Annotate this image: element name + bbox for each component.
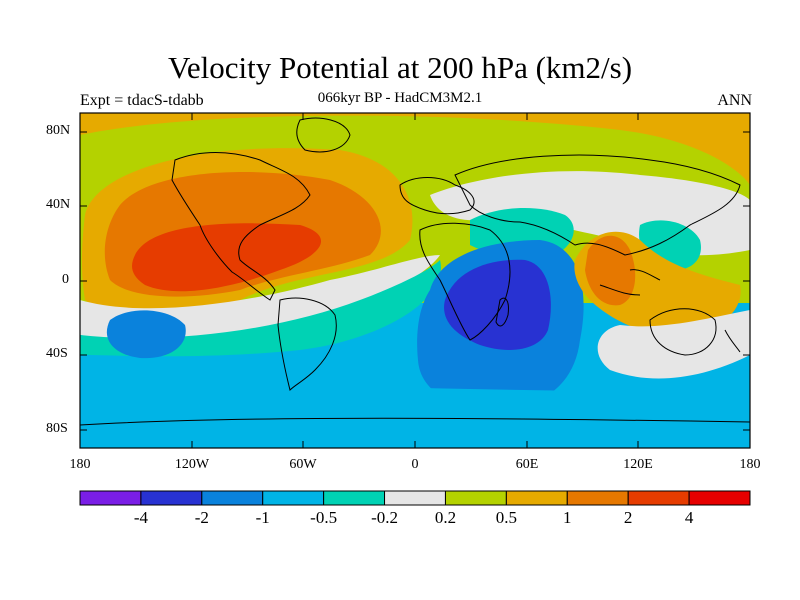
- lat-tick-label: 40N: [46, 197, 71, 212]
- colorbar-label: -2: [194, 508, 209, 527]
- map-title: Velocity Potential at 200 hPa (km2/s): [167, 50, 633, 85]
- colorbar-label: 4: [684, 508, 694, 527]
- velocity-potential-field: [80, 113, 750, 448]
- colorbar-label: 1: [563, 508, 572, 527]
- colorbar-label: 0.5: [495, 508, 517, 527]
- lat-tick-label: 80S: [46, 421, 68, 436]
- colorbar-swatch: [140, 490, 203, 506]
- experiment-label: Expt = tdacS-tdabb: [80, 92, 204, 109]
- colorbar-label: -4: [133, 508, 148, 527]
- colorbar: [79, 490, 751, 506]
- colorbar-swatch: [688, 490, 751, 506]
- colorbar-label: 0.2: [434, 508, 457, 527]
- lon-tick-label: 180: [739, 457, 761, 472]
- coastlines: [80, 117, 750, 426]
- colorbar-swatch: [201, 490, 264, 506]
- model-subtitle: 066kyr BP - HadCM3M2.1: [317, 90, 483, 106]
- lon-tick-label: 60W: [289, 457, 317, 472]
- colorbar-swatch: [627, 490, 690, 506]
- colorbar-label: -0.2: [371, 508, 398, 527]
- season-label: ANN: [717, 92, 752, 109]
- colorbar-swatch: [384, 490, 446, 506]
- colorbar-label: -1: [255, 508, 270, 527]
- colorbar-swatch: [566, 490, 629, 506]
- lat-tick-label: 0: [62, 272, 69, 287]
- lon-tick-label: 60E: [515, 457, 539, 472]
- colorbar-swatch: [505, 490, 568, 506]
- colorbar-swatch: [79, 490, 142, 506]
- lat-tick-label: 40S: [46, 346, 68, 361]
- colorbar-swatch: [444, 490, 507, 506]
- colorbar-swatch: [323, 490, 386, 506]
- lon-tick-label: 180: [69, 457, 91, 472]
- lon-tick-label: 120E: [623, 457, 653, 472]
- colorbar-label: -0.5: [310, 508, 338, 527]
- colorbar-label: 2: [623, 508, 633, 527]
- lat-tick-label: 80N: [46, 123, 71, 138]
- lon-tick-label: 0: [411, 457, 419, 472]
- axis-ticks: [80, 113, 750, 448]
- colorbar-swatch: [262, 490, 325, 506]
- lon-tick-label: 120W: [174, 457, 210, 472]
